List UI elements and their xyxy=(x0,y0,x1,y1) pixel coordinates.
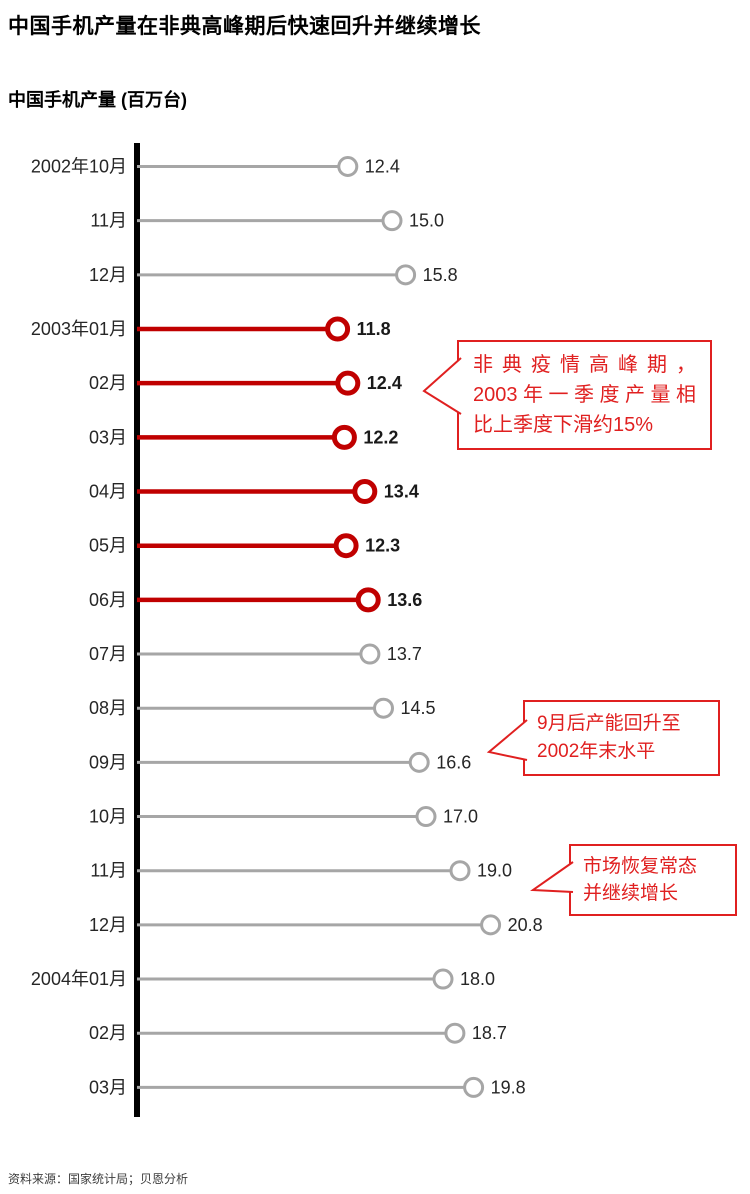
annotation-line: 非典疫情高峰期， xyxy=(473,354,696,376)
row-value: 20.8 xyxy=(508,915,543,935)
row-label: 2003年01月 xyxy=(31,319,127,339)
row-label: 03月 xyxy=(89,1077,127,1097)
row-label: 12月 xyxy=(89,915,127,935)
annotation-sars-peak: 非典疫情高峰期， 2003年一季度产量相 比上季度下滑约15% xyxy=(457,340,712,450)
row-value: 12.4 xyxy=(365,157,400,177)
axis-line xyxy=(134,143,140,1117)
row-label: 04月 xyxy=(89,482,127,502)
row-label: 02月 xyxy=(89,1023,127,1043)
row-label: 07月 xyxy=(89,644,127,664)
row-value: 14.5 xyxy=(401,698,436,718)
row-label: 03月 xyxy=(89,427,127,447)
row-label: 2004年01月 xyxy=(31,969,127,989)
row-value: 19.8 xyxy=(491,1077,526,1097)
row-value: 12.2 xyxy=(363,427,398,447)
row-label: 05月 xyxy=(89,536,127,556)
source-note: 资料来源：国家统计局；贝恩分析 xyxy=(8,1172,189,1186)
annotation-line: 市场恢复常态 xyxy=(583,856,698,877)
row-dot xyxy=(381,210,403,232)
row-value: 18.7 xyxy=(472,1023,507,1043)
row-label: 11月 xyxy=(90,861,127,881)
row-dot xyxy=(373,697,394,719)
row-value: 15.8 xyxy=(423,265,458,285)
row-value: 12.3 xyxy=(365,536,400,556)
row-value: 13.6 xyxy=(387,590,422,610)
row-label: 10月 xyxy=(89,807,127,827)
row-value: 13.4 xyxy=(384,482,419,502)
row-label: 11月 xyxy=(90,211,127,231)
annotation-line: 2003年一季度产量相 xyxy=(473,384,696,406)
row-dot xyxy=(408,751,430,773)
row-dot xyxy=(444,1022,466,1044)
annotation-line: 并继续增长 xyxy=(583,883,679,904)
row-value: 13.7 xyxy=(387,644,422,664)
row-label: 06月 xyxy=(89,590,127,610)
row-value: 16.6 xyxy=(436,752,471,772)
annotation-market-normal: 市场恢复常态 并继续增长 xyxy=(569,844,737,916)
row-label: 12月 xyxy=(89,265,127,285)
row-dot xyxy=(355,587,381,613)
row-value: 17.0 xyxy=(443,807,478,827)
row-dot xyxy=(352,479,378,505)
row-label: 02月 xyxy=(89,373,127,393)
annotation-line: 9月后产能回升至 xyxy=(537,713,681,734)
row-value: 19.0 xyxy=(477,861,512,881)
row-label: 09月 xyxy=(89,752,127,772)
row-dot xyxy=(325,316,351,342)
row-dot xyxy=(463,1076,485,1098)
row-dot xyxy=(359,643,381,665)
row-dot xyxy=(415,806,437,828)
page-title: 中国手机产量在非典高峰期后快速回升并继续增长 xyxy=(8,15,481,38)
row-label: 08月 xyxy=(89,698,127,718)
row-dot xyxy=(395,264,417,286)
row-dot xyxy=(333,533,359,559)
row-dot xyxy=(337,156,359,177)
row-value: 15.0 xyxy=(409,211,444,231)
chart-title: 中国手机产量 (百万台) xyxy=(8,90,187,110)
row-dot xyxy=(432,968,454,990)
row-value: 12.4 xyxy=(367,373,402,393)
row-dot xyxy=(480,914,502,936)
row-dot xyxy=(331,424,357,450)
annotation-line: 比上季度下滑约15% xyxy=(473,414,654,436)
annotation-september-recovery: 9月后产能回升至 2002年末水平 xyxy=(523,700,720,776)
row-dot xyxy=(335,370,361,396)
row-value: 11.8 xyxy=(357,319,391,339)
row-dot xyxy=(449,860,471,882)
row-value: 18.0 xyxy=(460,969,495,989)
annotation-line: 2002年末水平 xyxy=(537,741,656,762)
row-label: 2002年10月 xyxy=(31,157,127,177)
